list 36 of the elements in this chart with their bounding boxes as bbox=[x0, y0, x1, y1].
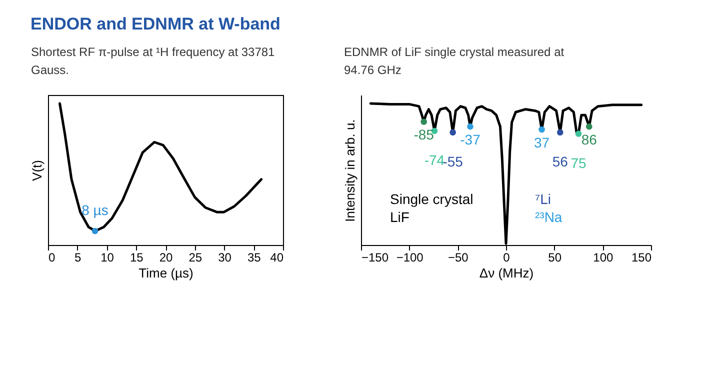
annotation: -55 bbox=[442, 153, 464, 170]
y-axis-title: V(t) bbox=[30, 160, 44, 181]
x-tick-label: 0 bbox=[48, 250, 56, 264]
annotation: LiF bbox=[390, 209, 410, 225]
x-tick-label: 100 bbox=[593, 250, 614, 264]
x-tick-label: 25 bbox=[188, 250, 202, 264]
x-axis-title: Δν (MHz) bbox=[479, 266, 534, 280]
chart-title: ENDOR and EDNMR at W-band bbox=[30, 14, 280, 34]
x-tick-label: 5 bbox=[74, 250, 82, 264]
annotation: -37 bbox=[460, 132, 481, 148]
x-tick-label: 20 bbox=[159, 250, 173, 264]
annotation: -85 bbox=[414, 126, 434, 143]
x-tick-label: 30 bbox=[218, 250, 232, 264]
text: ²³Na bbox=[535, 209, 562, 225]
annotation: 8 µs bbox=[82, 202, 108, 218]
x-tick-label: 10 bbox=[100, 250, 114, 264]
x-tick-label: −50 bbox=[448, 250, 469, 264]
text: ⁷Li bbox=[535, 191, 551, 207]
y-axis-title: Intensity in arb. u. bbox=[342, 119, 358, 222]
annotation: 56 bbox=[552, 153, 568, 170]
chart-subtitle: EDNMR of LiF single crystal measured at 94.76 GHz bbox=[344, 45, 565, 77]
x-tick-label: 40 bbox=[270, 250, 284, 264]
chart-subtitle: Shortest RF π-pulse at ¹H frequency at 33781 Gauss. bbox=[31, 45, 276, 77]
x-tick-label: 35 bbox=[247, 250, 262, 264]
annotation: 75 bbox=[570, 154, 586, 171]
x-axis-title: Time (µs) bbox=[138, 266, 194, 280]
x-tick-label: −100 bbox=[396, 250, 424, 264]
x-tick-label: 150 bbox=[631, 250, 652, 264]
x-tick-label: −150 bbox=[362, 250, 389, 264]
annotation: Single crystal bbox=[390, 191, 474, 207]
annotation: 86 bbox=[581, 132, 598, 148]
x-tick-label: 50 bbox=[548, 250, 562, 264]
annotation: -74 bbox=[424, 152, 445, 168]
x-tick-label: 0 bbox=[503, 250, 510, 264]
x-tick-label: 15 bbox=[130, 250, 144, 264]
annotation: 37 bbox=[534, 134, 550, 151]
